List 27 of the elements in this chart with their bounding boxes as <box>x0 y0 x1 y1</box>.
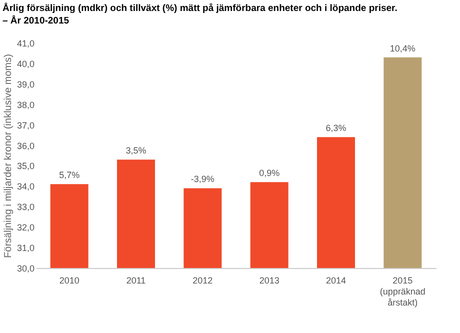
y-tick-label: 41,0 <box>16 38 34 48</box>
x-tick-label: 2014 <box>326 276 346 286</box>
y-tick-label: 30,0 <box>16 264 34 274</box>
y-tick-label: 40,0 <box>16 58 34 69</box>
y-tick-label: 32,0 <box>16 222 34 233</box>
x-tick-label: 2011 <box>126 276 146 286</box>
y-tick-label: 35,0 <box>16 161 34 172</box>
x-tick-label: 2010 <box>59 276 80 286</box>
annotation: 5,7% <box>59 170 80 180</box>
y-axis-title: Försäljning i miljarder kronor (inklusive moms) <box>2 54 14 258</box>
annotation: 0,9% <box>259 168 280 178</box>
x-tick-label: 2012 <box>192 276 213 286</box>
annotation: 6,3% <box>326 123 346 134</box>
x-tick-label: 2013 <box>259 276 280 286</box>
x-tick-label: 2015 (uppräknad årstakt) <box>380 276 426 308</box>
annotation: -3,9% <box>190 174 214 184</box>
y-tick-label: 37,0 <box>16 120 34 130</box>
y-tick-label: 38,0 <box>16 100 34 110</box>
annotation: 10,4% <box>390 43 416 54</box>
y-tick-label: 34,0 <box>16 182 34 192</box>
chart-title: Årlig försäljning (mdkr) och tillväxt (%) mätt på jämförbara enheter och i löpande priser. <box>2 2 398 14</box>
chart-subtitle: – År 2010-2015 <box>2 14 70 26</box>
y-tick-label: 39,0 <box>16 79 34 90</box>
y-tick-label: 33,0 <box>16 202 34 212</box>
annotation: 3,5% <box>126 146 146 156</box>
y-tick-label: 36,0 <box>16 140 34 151</box>
y-tick-label: 31,0 <box>16 243 34 254</box>
